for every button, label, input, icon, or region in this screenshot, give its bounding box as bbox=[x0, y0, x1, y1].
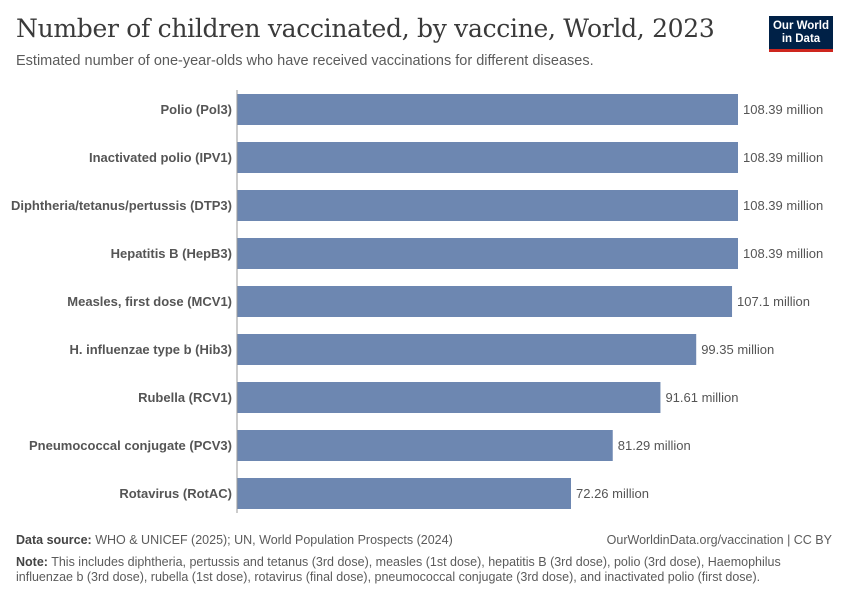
source-label: Data source: bbox=[16, 533, 92, 547]
value-label: 81.29 million bbox=[618, 438, 691, 453]
logo-line-1: Our World bbox=[772, 20, 829, 32]
logo-line-2: in Data bbox=[781, 33, 821, 45]
chart-title: Number of children vaccinated, by vaccin… bbox=[16, 14, 715, 43]
value-label: 72.26 million bbox=[576, 486, 649, 501]
bar[interactable] bbox=[237, 286, 733, 317]
bar[interactable] bbox=[237, 478, 571, 509]
bar[interactable] bbox=[237, 334, 697, 365]
bar-chart: Polio (Pol3) 108.39 million Inactivated po… bbox=[11, 90, 823, 513]
value-label: 108.39 million bbox=[743, 150, 823, 165]
bar[interactable] bbox=[237, 142, 738, 173]
value-label: 107.1 million bbox=[737, 294, 810, 309]
chart-subtitle: Estimated number of one-year-olds who ha… bbox=[16, 53, 594, 69]
value-label: 108.39 million bbox=[743, 198, 823, 213]
owid-logo[interactable]: Our World in Data bbox=[769, 16, 833, 52]
bar[interactable] bbox=[237, 238, 738, 269]
category-label: H. influenzae type b (Hib3) bbox=[69, 342, 232, 357]
note-label: Note: bbox=[16, 555, 48, 569]
bar[interactable] bbox=[237, 430, 613, 461]
value-label: 99.35 million bbox=[701, 342, 774, 357]
category-label: Measles, first dose (MCV1) bbox=[67, 294, 232, 309]
source-text[interactable]: WHO & UNICEF (2025); UN, World Populatio… bbox=[95, 533, 453, 547]
bar[interactable] bbox=[237, 190, 738, 221]
source-url[interactable]: OurWorldinData.org/vaccination | CC BY bbox=[606, 533, 832, 547]
category-label: Rotavirus (RotAC) bbox=[119, 486, 232, 501]
category-label: Pneumococcal conjugate (PCV3) bbox=[29, 438, 232, 453]
category-label: Inactivated polio (IPV1) bbox=[89, 150, 232, 165]
chart-note: Note: This includes diphtheria, pertussi… bbox=[16, 555, 816, 585]
category-label: Polio (Pol3) bbox=[161, 102, 233, 117]
category-label: Rubella (RCV1) bbox=[138, 390, 232, 405]
category-label: Diphtheria/tetanus/pertussis (DTP3) bbox=[11, 198, 232, 213]
value-label: 108.39 million bbox=[743, 102, 823, 117]
note-text: This includes diphtheria, pertussis and … bbox=[16, 555, 781, 584]
data-source: Data source: WHO & UNICEF (2025); UN, Wo… bbox=[16, 533, 453, 547]
bar[interactable] bbox=[237, 94, 738, 125]
value-label: 91.61 million bbox=[665, 390, 738, 405]
bar[interactable] bbox=[237, 382, 661, 413]
value-label: 108.39 million bbox=[743, 246, 823, 261]
category-label: Hepatitis B (HepB3) bbox=[111, 246, 232, 261]
